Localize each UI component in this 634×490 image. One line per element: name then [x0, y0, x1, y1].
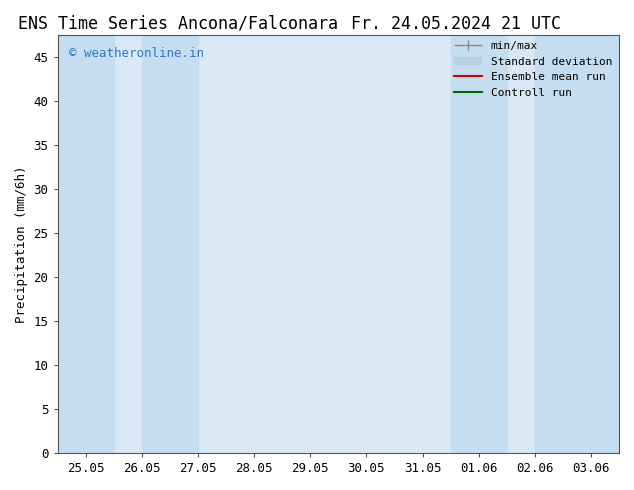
Bar [142, 35, 198, 453]
Bar [58, 35, 113, 453]
Text: © weatheronline.in: © weatheronline.in [69, 47, 204, 60]
Bar [451, 35, 507, 453]
Bar [535, 35, 619, 453]
Y-axis label: Precipitation (mm/6h): Precipitation (mm/6h) [15, 165, 28, 322]
Text: Fr. 24.05.2024 21 UTC: Fr. 24.05.2024 21 UTC [351, 15, 562, 33]
Text: ENS Time Series Ancona/Falconara: ENS Time Series Ancona/Falconara [18, 15, 337, 33]
Legend: min/max, Standard deviation, Ensemble mean run, Controll run: min/max, Standard deviation, Ensemble me… [450, 37, 617, 102]
